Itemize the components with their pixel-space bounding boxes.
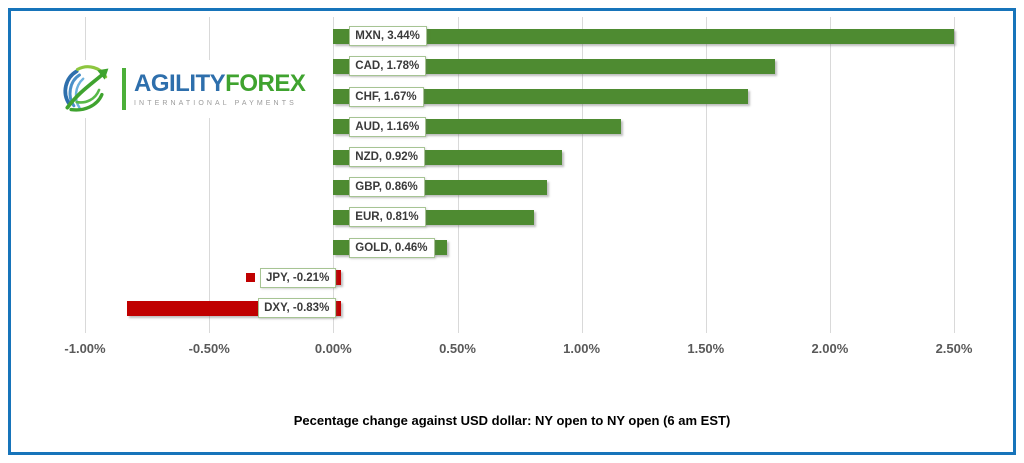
gridline--0.50% bbox=[209, 17, 211, 333]
bar-CHF bbox=[333, 89, 748, 105]
x-axis-tick-0: -1.00% bbox=[64, 341, 106, 356]
chart-title: Pecentage change against USD dollar: NY … bbox=[293, 413, 731, 428]
x-axis-tick-2: 0.00% bbox=[314, 341, 352, 356]
x-axis-tick-3: 0.50% bbox=[439, 341, 476, 356]
logo-brand-text: AGILITYFOREX bbox=[134, 70, 306, 97]
globe-arrow-icon bbox=[63, 65, 109, 112]
brand-logo: AGILITYFOREX INTERNATIONAL PAYMENTS bbox=[58, 60, 306, 118]
data-label-DXY: DXY, -0.83% bbox=[258, 298, 337, 318]
data-label-GBP: GBP, 0.86% bbox=[349, 177, 425, 198]
x-axis-tick-4: 1.00% bbox=[563, 341, 601, 356]
gridline-2.00% bbox=[829, 17, 831, 333]
data-label-CAD: CAD, 1.78% bbox=[349, 56, 427, 77]
data-label-GOLD: GOLD, 0.46% bbox=[349, 237, 435, 258]
gridline-1.50% bbox=[705, 17, 707, 333]
bar-MXN bbox=[333, 28, 955, 44]
logo-forex: FOREX bbox=[225, 70, 306, 97]
x-axis-tick-7: 2.50% bbox=[935, 341, 973, 356]
x-axis-tick-5: 1.50% bbox=[687, 341, 725, 356]
gridline-2.50% bbox=[954, 17, 955, 333]
data-label-MXN: MXN, 3.44% bbox=[349, 26, 427, 47]
bar-CAD bbox=[333, 58, 776, 74]
logo-tagline: INTERNATIONAL PAYMENTS bbox=[134, 100, 297, 107]
data-label-CHF: CHF, 1.67% bbox=[349, 86, 424, 107]
data-label-NZD: NZD, 0.92% bbox=[349, 147, 425, 167]
gridline--1.00% bbox=[85, 17, 86, 333]
x-axis-tick-6: 2.00% bbox=[811, 341, 849, 356]
data-label-AUD: AUD, 1.16% bbox=[349, 116, 427, 137]
data-label-JPY: JPY, -0.21% bbox=[260, 267, 337, 288]
data-label-EUR: EUR, 0.81% bbox=[349, 207, 426, 228]
logo-separator bbox=[122, 68, 126, 110]
x-axis-tick-1: -0.50% bbox=[188, 341, 230, 356]
gridline-1.00% bbox=[581, 17, 583, 333]
gridline-0.00% bbox=[333, 17, 335, 333]
gridline-0.50% bbox=[457, 17, 459, 333]
legend-key-JPY bbox=[246, 273, 255, 283]
logo-agility: AGILITY bbox=[134, 70, 226, 97]
